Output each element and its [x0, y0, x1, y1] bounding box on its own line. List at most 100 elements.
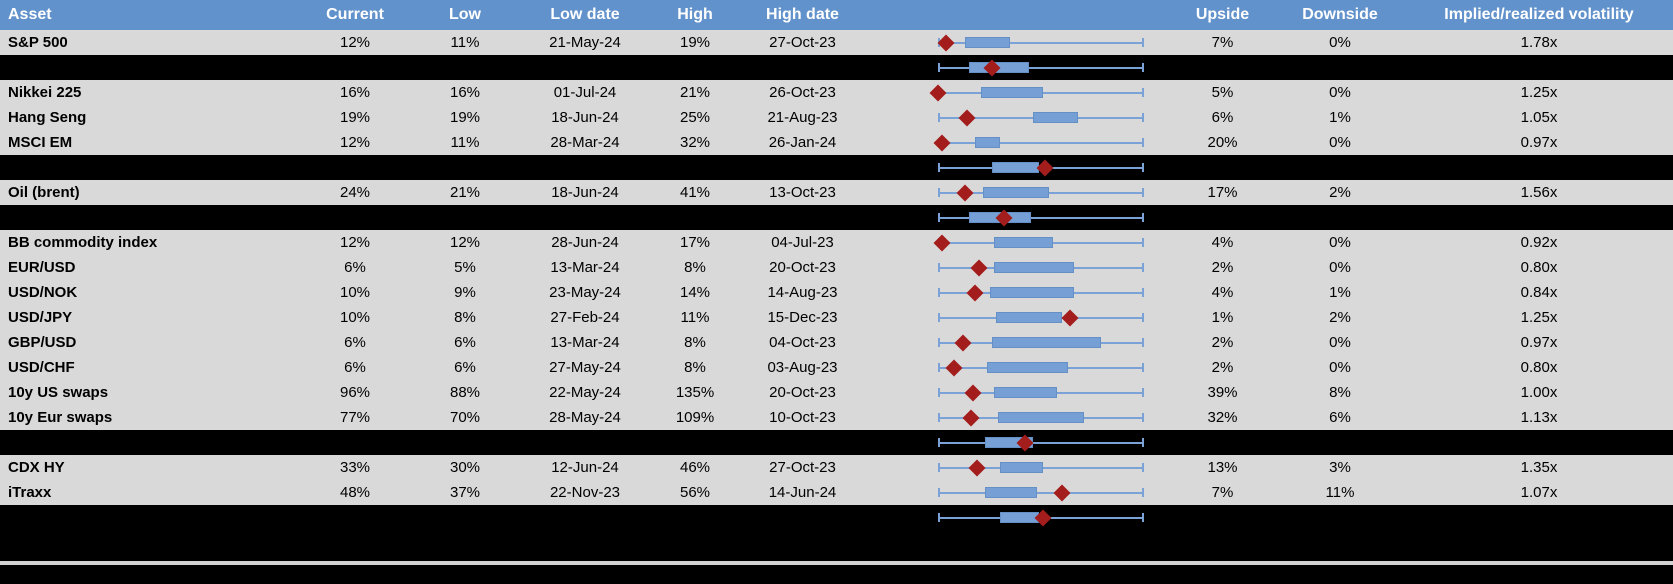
whisker-cap-left [938, 513, 940, 522]
high-date-cell [745, 505, 860, 530]
low-date-cell: 28-May-24 [549, 409, 621, 426]
high-cell [645, 430, 745, 455]
low-date-cell: 27-Feb-24 [550, 309, 620, 326]
current-marker-diamond [964, 384, 982, 401]
high-date-cell: 21-Aug-23 [767, 109, 838, 126]
low-cell: 5% [454, 259, 476, 276]
upside-cell: 5% [1211, 84, 1234, 101]
downside-cell [1275, 155, 1405, 180]
upside-cell: 2% [1211, 334, 1234, 351]
box-range [975, 137, 1000, 148]
table-row: CDX HY 33% 30% 12-Jun-24 46% 27-Oct-23 13% 3% 1.… [0, 455, 1673, 480]
whisker-cap-right [1142, 463, 1144, 472]
boxplot-cell [860, 205, 1170, 230]
low-date-cell: 23-May-24 [549, 284, 621, 301]
downside-cell: 0% [1329, 134, 1351, 151]
boxplot-cell [860, 155, 1170, 180]
header-upside: Upside [1195, 6, 1250, 23]
downside-cell: 2% [1329, 309, 1351, 326]
whisker-cap-left [938, 63, 940, 72]
low-date-cell: 12-Jun-24 [551, 459, 619, 476]
boxplot-cell [860, 530, 1170, 561]
high-date-cell [745, 530, 860, 561]
downside-cell: 0% [1329, 359, 1351, 376]
boxplot [938, 255, 1144, 280]
boxplot-cell [860, 480, 1170, 505]
whisker-cap-right [1142, 288, 1144, 297]
whisker-cap-right [1142, 438, 1144, 447]
low-cell: 70% [449, 409, 481, 426]
boxplot [938, 505, 1144, 530]
low-cell: 6% [454, 359, 476, 376]
table-row: USD/JPY 10% 8% 27-Feb-24 11% 15-Dec-23 1% 2% 1.2… [0, 305, 1673, 330]
header-boxplot-spacer [860, 0, 1170, 30]
bottom-separator-line [0, 561, 1673, 565]
asset-cell: MSCI EM [8, 134, 73, 151]
high-date-cell: 14-Jun-24 [768, 484, 837, 501]
whisker-cap-right [1142, 388, 1144, 397]
current-cell: 6% [344, 259, 366, 276]
whisker-line [938, 66, 1144, 69]
upside-cell: 13% [1207, 459, 1238, 476]
asset-cell: USD/CHF [8, 359, 75, 376]
implied-realized-vol-cell [1405, 430, 1673, 455]
current-marker-diamond [968, 459, 986, 476]
current-cell: 77% [339, 409, 371, 426]
low-date-cell [525, 430, 645, 455]
downside-cell: 0% [1329, 34, 1351, 51]
separator-row [0, 205, 1673, 230]
upside-cell: 2% [1211, 359, 1234, 376]
current-cell: 6% [344, 334, 366, 351]
implied-realized-vol-cell: 1.25x [1520, 84, 1558, 101]
whisker-cap-left [938, 438, 940, 447]
upside-cell: 2% [1211, 259, 1234, 276]
low-date-cell: 13-Mar-24 [550, 259, 620, 276]
whisker-cap-left [938, 188, 940, 197]
table-row: 10y Eur swaps 77% 70% 28-May-24 109% 10-Oct-2… [0, 405, 1673, 430]
boxplot-cell [860, 430, 1170, 455]
header-current: Current [326, 6, 384, 23]
table-row: Nikkei 225 16% 16% 01-Jul-24 21% 26-Oct-23 5% 0… [0, 80, 1673, 105]
implied-realized-vol-cell: 1.35x [1520, 459, 1558, 476]
high-cell: 21% [679, 84, 711, 101]
box-range [989, 287, 1074, 298]
whisker-cap-right [1142, 188, 1144, 197]
whisker-cap-left [938, 363, 940, 372]
boxplot-cell [860, 505, 1170, 530]
upside-cell [1170, 530, 1275, 561]
box-range [983, 187, 1050, 198]
whisker-cap-right [1142, 313, 1144, 322]
boxplot-cell [860, 380, 1170, 405]
implied-realized-vol-cell [1405, 55, 1673, 80]
low-date-cell [525, 155, 645, 180]
current-cell: 10% [339, 309, 371, 326]
current-marker-diamond [1061, 309, 1079, 326]
whisker-cap-right [1142, 163, 1144, 172]
header-low-date: Low date [550, 6, 620, 23]
high-cell: 56% [679, 484, 711, 501]
boxplot [937, 30, 1144, 55]
low-date-cell: 18-Jun-24 [551, 184, 619, 201]
high-date-cell: 20-Oct-23 [769, 259, 836, 276]
whisker-cap-left [938, 463, 940, 472]
upside-cell [1170, 55, 1275, 80]
upside-cell: 7% [1211, 484, 1234, 501]
implied-realized-vol-cell: 0.80x [1520, 259, 1558, 276]
table-row: USD/NOK 10% 9% 23-May-24 14% 14-Aug-23 4% 1% 0.8… [0, 280, 1673, 305]
implied-realized-vol-cell: 1.56x [1520, 184, 1558, 201]
boxplot-cell [860, 405, 1170, 430]
whisker-cap-right [1142, 488, 1144, 497]
downside-cell: 8% [1329, 384, 1351, 401]
boxplot-cell [860, 455, 1170, 480]
boxplot-cell [860, 255, 1170, 280]
boxplot-cell [860, 30, 1170, 55]
low-date-cell: 27-May-24 [549, 359, 621, 376]
high-date-cell: 10-Oct-23 [769, 409, 836, 426]
high-cell: 11% [680, 309, 710, 326]
high-cell: 25% [679, 109, 711, 126]
high-date-cell: 13-Oct-23 [769, 184, 836, 201]
table-header-row: Asset Current Low Low date High High dat… [0, 0, 1673, 30]
high-date-cell [745, 205, 860, 230]
downside-cell [1275, 55, 1405, 80]
